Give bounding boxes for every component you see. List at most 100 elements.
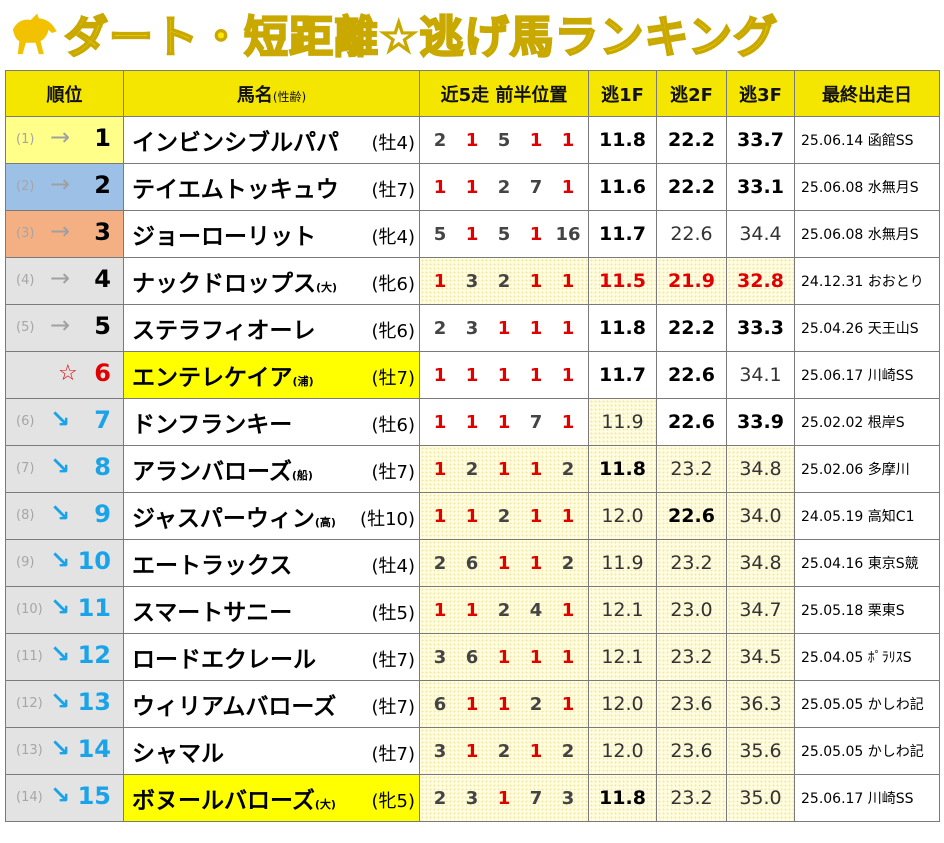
position-value: 3 [433, 740, 447, 762]
header-name-sub: (性齢) [272, 89, 307, 104]
table-row: (4) → 4 ナックドロップス(大) (牝6) 1 3 2 1 1 11.5 21.9 32.8 24.… [5, 257, 940, 305]
rank-number: 3 [94, 218, 111, 246]
region-tag: (浦) [292, 375, 314, 388]
position-value: 5 [497, 129, 511, 151]
previous-rank: (5) [16, 320, 35, 335]
position-value: 1 [465, 693, 479, 715]
split-time-f1: 11.8 [588, 304, 657, 352]
rank-cell: (14) ↘ 15 [5, 774, 124, 822]
split-time-f3: 36.3 [726, 680, 795, 728]
last-race-cell: 25.02.02 根岸S [794, 398, 940, 446]
split-time-f2: 23.6 [656, 680, 727, 728]
rank-cell: (7) ↘ 8 [5, 445, 124, 493]
horse-icon [12, 13, 57, 55]
split-time-f1: 12.1 [588, 633, 657, 681]
previous-rank: (9) [16, 555, 35, 570]
split-time-f2: 22.6 [656, 398, 727, 446]
split-time-f2: 22.6 [656, 210, 727, 258]
split-time-f1: 11.7 [588, 351, 657, 399]
rank-cell: (10) ↘ 11 [5, 586, 124, 634]
position-value: 1 [529, 129, 543, 151]
position-value: 16 [555, 223, 581, 245]
position-value: 1 [529, 505, 543, 527]
horse-name-cell: インビンシブルパパ (牡4) [123, 116, 420, 164]
split-time-f1: 11.8 [588, 116, 657, 164]
last-race-cell: 24.12.31 おおとり [794, 257, 940, 305]
down-arrow-icon: ↘ [50, 734, 71, 762]
down-arrow-icon: ↘ [50, 405, 71, 433]
rank-number: 13 [77, 688, 111, 716]
position-value: 1 [465, 223, 479, 245]
previous-rank: (10) [16, 602, 43, 617]
position-value: 1 [561, 129, 575, 151]
horse-name-cell: ジャスパーウィン(高) (牡10) [123, 492, 420, 540]
position-value: 1 [465, 129, 479, 151]
rank-number: 15 [77, 782, 111, 810]
split-time-f3: 33.3 [726, 304, 795, 352]
previous-rank: (12) [16, 696, 43, 711]
sex-age: (牡10) [360, 509, 415, 530]
table-row: (13) ↘ 14 シャマル (牡7) 3 1 2 1 2 12.0 23.6 35.6 25.05.05… [5, 727, 940, 775]
sex-age: (牡4) [371, 133, 416, 154]
position-value: 6 [465, 646, 479, 668]
position-value: 7 [529, 411, 543, 433]
table-row: (9) ↘ 10 エートラックス (牡4) 2 6 1 1 2 11.9 23.2 34.8 25.04.… [5, 539, 940, 587]
position-value: 2 [433, 129, 447, 151]
last-race-cell: 25.04.26 天王山S [794, 304, 940, 352]
horse-name: アランバローズ [132, 459, 292, 485]
horse-name: ナックドロップス [132, 271, 316, 297]
position-value: 1 [433, 458, 447, 480]
horse-name-cell: ウィリアムバローズ (牡7) [123, 680, 420, 728]
rank-number: 6 [94, 359, 111, 387]
header-f2: 逃2F [656, 70, 727, 117]
split-time-f2: 23.2 [656, 774, 727, 822]
split-time-f1: 11.7 [588, 210, 657, 258]
rank-cell: (2) → 2 [5, 163, 124, 211]
position-value: 1 [465, 364, 479, 386]
position-value: 1 [497, 364, 511, 386]
sex-age: (牝4) [371, 227, 416, 248]
table-row: (14) ↘ 15 ボヌールバローズ(大) (牝5) 2 3 1 7 3 11.8 23.2 35.0 2… [5, 774, 940, 822]
split-time-f1: 12.0 [588, 680, 657, 728]
position-value: 2 [497, 270, 511, 292]
table-row: ☆ 6 エンテレケイア(浦) (牡7) 1 1 1 1 1 11.7 22.6 34.1 25.06.1… [5, 351, 940, 399]
position-value: 1 [561, 176, 575, 198]
split-time-f2: 23.6 [656, 727, 727, 775]
position-value: 1 [561, 646, 575, 668]
position-value: 6 [433, 693, 447, 715]
rank-number: 5 [94, 312, 111, 340]
sex-age: (牡7) [371, 697, 416, 718]
split-time-f3: 32.8 [726, 257, 795, 305]
previous-rank: (11) [16, 649, 43, 664]
split-time-f1: 11.8 [588, 774, 657, 822]
recent-positions-cell: 5 1 5 1 16 [419, 210, 589, 258]
sex-age: (牡4) [371, 556, 416, 577]
previous-rank: (6) [16, 414, 35, 429]
position-value: 5 [497, 223, 511, 245]
page-title: ダート・短距離☆逃げ馬ランキング [63, 11, 779, 64]
rank-number: 14 [77, 735, 111, 763]
rank-number: 8 [94, 453, 111, 481]
horse-name-cell: ドンフランキー (牡6) [123, 398, 420, 446]
rank-number: 9 [94, 500, 111, 528]
split-time-f2: 22.6 [656, 492, 727, 540]
last-race-cell: 25.05.18 栗東S [794, 586, 940, 634]
position-value: 1 [497, 317, 511, 339]
previous-rank: (3) [16, 226, 35, 241]
position-value: 2 [497, 599, 511, 621]
sex-age: (牡6) [371, 415, 416, 436]
rank-cell: (3) → 3 [5, 210, 124, 258]
rank-cell: (12) ↘ 13 [5, 680, 124, 728]
horse-name: ウィリアムバローズ [132, 694, 337, 720]
last-race-cell: 25.06.08 水無月S [794, 163, 940, 211]
position-value: 1 [465, 599, 479, 621]
position-value: 1 [529, 364, 543, 386]
last-race-cell: 25.05.05 かしわ記 [794, 680, 940, 728]
